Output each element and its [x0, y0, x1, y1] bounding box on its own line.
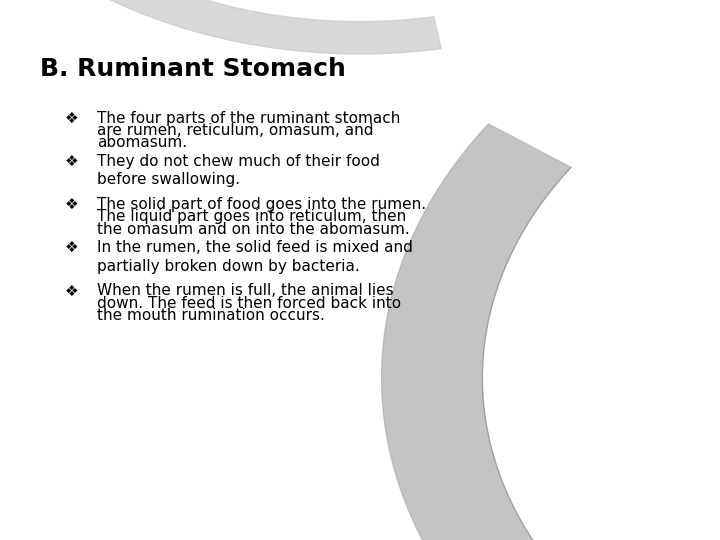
Text: ❖: ❖ [66, 154, 78, 169]
Text: In the rumen, the solid feed is mixed and: In the rumen, the solid feed is mixed an… [97, 240, 413, 255]
Text: abomasum.: abomasum. [97, 135, 187, 150]
Text: partially broken down by bacteria.: partially broken down by bacteria. [97, 259, 360, 274]
Polygon shape [91, 0, 441, 54]
Text: ❖: ❖ [66, 111, 78, 126]
Text: They do not chew much of their food: They do not chew much of their food [97, 154, 380, 169]
Text: the omasum and on into the abomasum.: the omasum and on into the abomasum. [97, 221, 410, 237]
Polygon shape [382, 124, 586, 540]
Text: are rumen, reticulum, omasum, and: are rumen, reticulum, omasum, and [97, 123, 374, 138]
Text: the mouth rumination occurs.: the mouth rumination occurs. [97, 308, 325, 323]
Text: ❖: ❖ [66, 197, 78, 212]
Text: ❖: ❖ [66, 284, 78, 299]
Text: ❖: ❖ [66, 240, 78, 255]
Text: B. Ruminant Stomach: B. Ruminant Stomach [40, 57, 346, 80]
Text: before swallowing.: before swallowing. [97, 172, 240, 187]
Text: The solid part of food goes into the rumen.: The solid part of food goes into the rum… [97, 197, 426, 212]
Text: The four parts of the ruminant stomach: The four parts of the ruminant stomach [97, 111, 400, 126]
Text: down. The feed is then forced back into: down. The feed is then forced back into [97, 296, 401, 310]
Text: When the rumen is full, the animal lies: When the rumen is full, the animal lies [97, 284, 394, 299]
Text: The liquid part goes into reticulum, then: The liquid part goes into reticulum, the… [97, 210, 407, 224]
